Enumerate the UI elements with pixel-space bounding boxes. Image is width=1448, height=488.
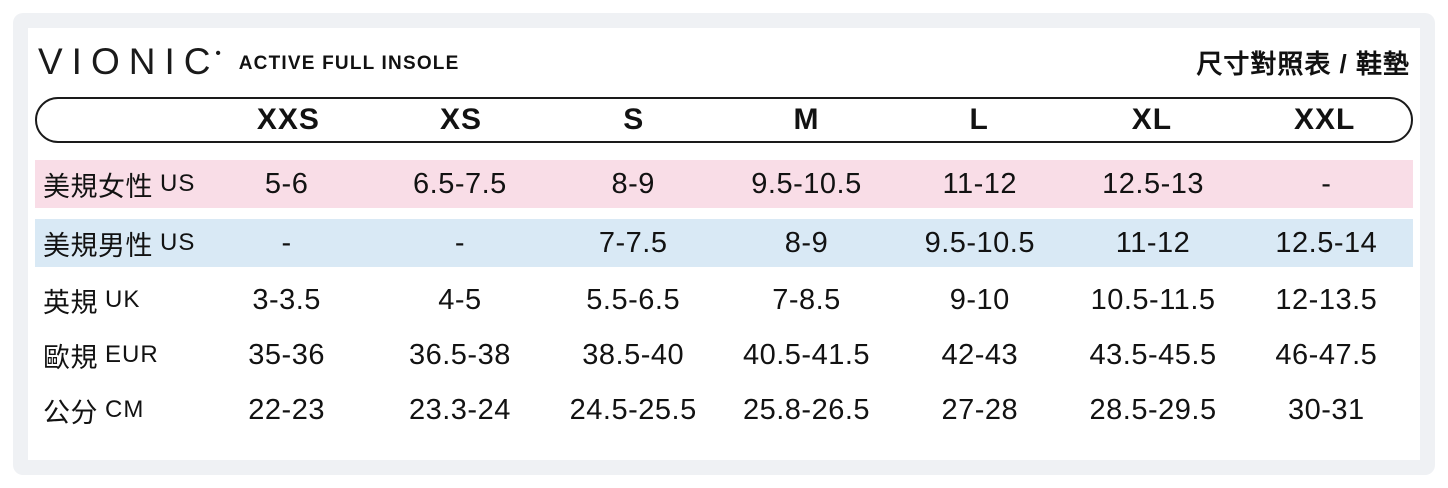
size-cell: 8-9 <box>784 226 829 259</box>
size-cell: 12-13.5 <box>1275 283 1378 316</box>
size-header-row: XXS XS S M L XL XXL <box>35 97 1413 143</box>
size-cell: 30-31 <box>1288 393 1365 426</box>
size-col-xxl: XXL <box>1293 103 1356 136</box>
row-label: 美規男性 US <box>35 224 200 263</box>
size-cell: 9-10 <box>949 283 1010 316</box>
top-bar: VIONIC • ACTIVE FULL INSOLE 尺寸對照表 / 鞋墊 <box>38 36 1410 88</box>
row-label-en: EUR <box>105 341 159 368</box>
size-col-xxs: XXS <box>256 103 320 136</box>
size-cell: - <box>454 226 465 259</box>
row-label-zh: 歐規 <box>43 342 98 373</box>
size-cell: - <box>1321 167 1332 200</box>
size-col-xl: XL <box>1131 103 1173 136</box>
row-label-en: US <box>160 229 196 256</box>
row-label-en: US <box>160 170 196 197</box>
row-label-zh: 公分 <box>43 397 98 428</box>
size-cell: 5.5-6.5 <box>586 283 681 316</box>
size-cell: 12.5-13 <box>1102 167 1204 200</box>
row-label-zh: 美規男性 <box>43 230 153 261</box>
size-cell: 4-5 <box>438 283 482 316</box>
size-cell: 7-7.5 <box>598 226 668 259</box>
size-col-s: S <box>623 103 645 136</box>
size-cell: 23.3-24 <box>408 393 511 426</box>
size-cell: 11-12 <box>1115 226 1191 259</box>
size-table: XXS XS S M L XL XXL 美規女性 US 5-6 6.5-7.5 … <box>35 97 1413 434</box>
row-label-zh: 英規 <box>43 287 98 318</box>
size-cell: 10.5-11.5 <box>1090 283 1216 316</box>
row-label-en: CM <box>105 396 145 423</box>
size-cell: 40.5-41.5 <box>742 338 871 371</box>
size-cell: 43.5-45.5 <box>1089 338 1217 371</box>
size-cell: 22-23 <box>248 393 325 426</box>
trademark-dot-icon: • <box>215 45 221 62</box>
table-row-eur: 歐規 EUR 35-36 36.5-38 38.5-40 40.5-41.5 4… <box>35 331 1413 379</box>
size-cell: 25.8-26.5 <box>742 393 871 426</box>
table-row-uk: 英規 UK 3-3.5 4-5 5.5-6.5 7-8.5 9-10 10.5-… <box>35 276 1413 324</box>
size-cell: 27-28 <box>941 393 1019 426</box>
brand-area: VIONIC • ACTIVE FULL INSOLE <box>38 41 460 83</box>
table-row-us-men: 美規男性 US - - 7-7.5 8-9 9.5-10.5 11-12 12.… <box>35 219 1413 267</box>
size-col-m: M <box>793 103 820 136</box>
size-cell: 9.5-10.5 <box>924 226 1035 259</box>
size-cell: 6.5-7.5 <box>413 167 507 200</box>
product-name: ACTIVE FULL INSOLE <box>238 53 460 74</box>
size-cell: 46-47.5 <box>1275 338 1378 371</box>
size-cell: 5-6 <box>264 167 309 200</box>
size-cell: 36.5-38 <box>408 338 511 371</box>
size-cell: 12.5-14 <box>1275 226 1378 259</box>
size-cell: 38.5-40 <box>582 338 685 371</box>
size-col-l: L <box>969 103 989 136</box>
size-col-xs: XS <box>440 103 483 136</box>
table-row-us-women: 美規女性 US 5-6 6.5-7.5 8-9 9.5-10.5 11-12 1… <box>35 160 1413 208</box>
size-cell: 35-36 <box>248 338 325 371</box>
row-label: 歐規 EUR <box>35 336 200 375</box>
size-cell: 7-8.5 <box>772 283 841 316</box>
card-frame <box>13 13 1435 475</box>
size-cell: 11-12 <box>942 167 1018 200</box>
size-cell: 3-3.5 <box>252 283 321 316</box>
table-row-cm: 公分 CM 22-23 23.3-24 24.5-25.5 25.8-26.5 … <box>35 386 1413 434</box>
size-cell: 42-43 <box>941 338 1019 371</box>
size-cell: 24.5-25.5 <box>569 393 697 426</box>
brand-logo: VIONIC <box>38 41 220 82</box>
chart-title: 尺寸對照表 / 鞋墊 <box>1196 48 1410 79</box>
size-cell: - <box>281 226 292 259</box>
row-label: 英規 UK <box>35 281 200 320</box>
row-label: 美規女性 US <box>35 165 200 204</box>
size-cell: 28.5-29.5 <box>1089 393 1217 426</box>
size-chart-card: VIONIC • ACTIVE FULL INSOLE 尺寸對照表 / 鞋墊 X… <box>28 28 1420 460</box>
size-cell: 8-9 <box>611 167 655 200</box>
size-cell: 9.5-10.5 <box>751 167 862 200</box>
row-label: 公分 CM <box>35 391 200 430</box>
row-label-en: UK <box>105 286 141 313</box>
row-label-zh: 美規女性 <box>43 171 153 202</box>
